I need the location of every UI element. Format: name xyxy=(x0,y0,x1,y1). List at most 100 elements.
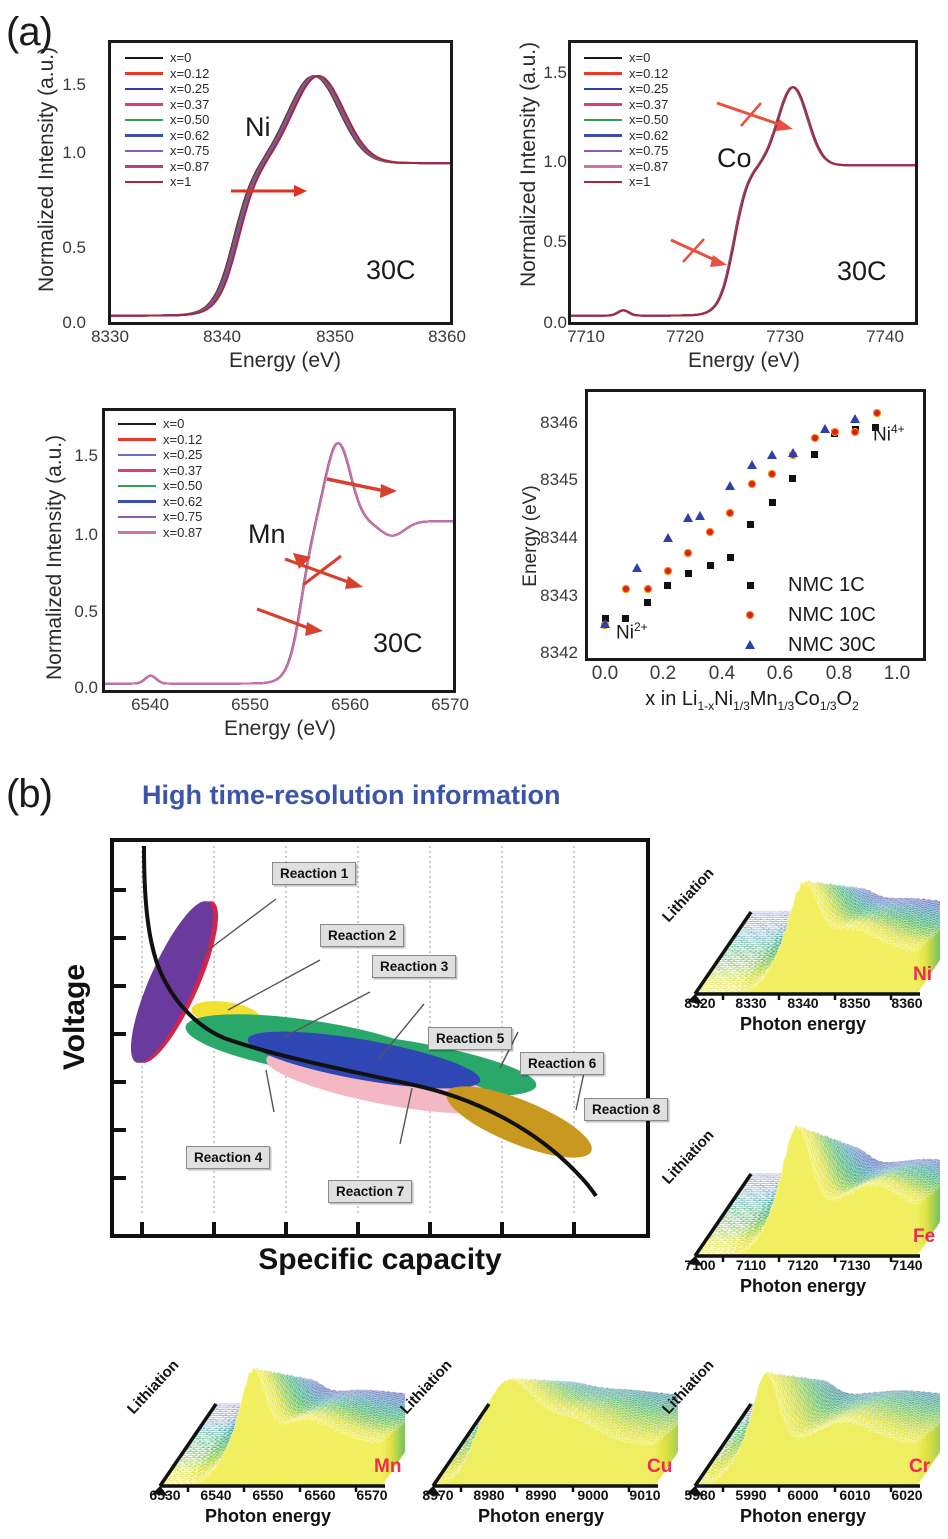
scatter-point-triangle xyxy=(632,563,643,573)
co-rate-label: 30C xyxy=(837,256,887,286)
scatter-point-square xyxy=(601,614,609,622)
co-x-axis-label: Energy (eV) xyxy=(687,349,801,372)
ni-xtick-8340: 8340 xyxy=(787,995,819,1011)
voltage-y-ticks xyxy=(114,888,126,1180)
fe-surface-x-label: Photon energy xyxy=(739,1276,866,1296)
legend-swatch xyxy=(584,165,622,168)
scatter-x-axis-label: x in Li1-xNi1/3Mn1/3Co1/3O2 xyxy=(645,688,859,713)
ni-legend: x=0 x=0.12 x=0.25 x=0.37 x=0.50 x=0.62 x=0.75 x… xyxy=(125,50,209,190)
ni2plus-annotation: Ni2+ xyxy=(616,620,648,644)
scatter-point-circle xyxy=(663,566,672,575)
co-ytick-0_0: 0.0 xyxy=(543,313,567,332)
scatter-point-circle xyxy=(706,527,715,536)
scatter-point-triangle xyxy=(662,533,673,543)
legend-swatch xyxy=(118,500,156,503)
mn-surface-axes xyxy=(152,1403,385,1496)
scatter-point-triangle xyxy=(819,424,830,434)
legend-label: x=0.25 xyxy=(170,81,210,97)
reaction-1-box[interactable]: Reaction 1 xyxy=(272,862,357,885)
ni-rate-label: 30C xyxy=(366,255,416,285)
legend-item: x=0.37 xyxy=(118,463,202,479)
ni-surface-svg xyxy=(687,879,948,1004)
surface-spectrum-line xyxy=(169,1369,392,1474)
legend-item: x=0.37 xyxy=(584,97,668,113)
legend-item: x=0.25 xyxy=(118,447,202,463)
scatter-legend-10c: NMC 10C xyxy=(788,603,876,626)
legend-item: x=0 xyxy=(118,416,202,432)
ni-element-label: Ni xyxy=(245,112,271,142)
mn-xtick-6530: 6530 xyxy=(149,1487,181,1503)
co-ytick-1_5: 1.5 xyxy=(543,63,567,82)
cr-surface-axes xyxy=(687,1403,920,1496)
surface-spectrum-line xyxy=(187,1374,410,1448)
reaction-8-box[interactable]: Reaction 8 xyxy=(584,1098,669,1121)
scatter-ytick-8344: 8344 xyxy=(540,528,578,547)
legend-label: x=0.87 xyxy=(170,158,210,174)
legend-label: x=0.62 xyxy=(629,127,669,143)
co-element-label: Co xyxy=(717,143,752,173)
reaction-6-box[interactable]: Reaction 6 xyxy=(520,1052,605,1075)
ni-surface-element-label: Ni xyxy=(913,964,932,985)
legend-item: x=0.62 xyxy=(118,494,202,510)
legend-item: x=0.62 xyxy=(584,128,668,144)
mn-plot-frame xyxy=(102,408,456,693)
reaction-2-box[interactable]: Reaction 2 xyxy=(320,924,405,947)
surface-spectrum-line xyxy=(161,1369,384,1488)
surface-spectrum-line xyxy=(711,1132,935,1234)
legend-swatch xyxy=(125,118,163,121)
scatter-point-circle xyxy=(726,508,735,517)
surface-plot-cu: Lithiation 8970 8980 8990 9000 9010 Phot… xyxy=(397,1298,712,1538)
scatter-point-triangle xyxy=(725,481,736,490)
legend-label: x=0.12 xyxy=(170,65,210,81)
surface-spectrum-line xyxy=(694,1371,918,1487)
legend-label: x=0.75 xyxy=(629,143,669,159)
surface-spectrum-line xyxy=(745,887,948,921)
cr-xtick-6020: 6020 xyxy=(891,1487,923,1503)
ni4plus-annotation: Ni4+ xyxy=(873,422,905,446)
scatter-ytick-8343: 8343 xyxy=(540,586,578,605)
legend-swatch xyxy=(118,422,156,425)
mn-x-axis-label: Energy (eV) xyxy=(223,717,337,740)
scatter-xtick-1_0: 1.0 xyxy=(883,663,911,684)
scatter-point-square xyxy=(726,554,734,562)
legend-swatch xyxy=(125,134,163,137)
surface-spectrum-line xyxy=(192,1374,415,1441)
surface-spectrum-line xyxy=(735,1140,948,1198)
scatter-point-circle xyxy=(873,408,882,417)
cr-xtick-5980: 5980 xyxy=(684,1487,716,1503)
xanes-curve xyxy=(105,441,453,685)
legend-label: x=0 xyxy=(629,50,651,66)
mn-surface-element-label: Mn xyxy=(374,1456,402,1477)
legend-swatch xyxy=(584,134,622,137)
legend-item: x=0.12 xyxy=(118,432,202,448)
scatter-point-circle xyxy=(810,434,819,443)
legend-item: x=0.50 xyxy=(125,112,209,128)
cr-surface-element-label: Cr xyxy=(909,1456,931,1477)
reaction-5-box[interactable]: Reaction 5 xyxy=(428,1027,513,1050)
reaction-7-box[interactable]: Reaction 7 xyxy=(328,1180,413,1203)
ni-ytick-1_5: 1.5 xyxy=(62,75,86,94)
ni-xtick-8350: 8350 xyxy=(316,327,354,346)
cr-xtick-6010: 6010 xyxy=(839,1487,871,1503)
ni-xtick-8340: 8340 xyxy=(203,327,241,346)
cu-xtick-9010: 9010 xyxy=(629,1487,661,1503)
cr-xtick-6000: 6000 xyxy=(787,1487,819,1503)
surface-spectrum-line xyxy=(733,1140,948,1201)
panel-b-title: High time-resolution information xyxy=(142,780,561,810)
scatter-point-square xyxy=(684,570,692,578)
mn-xtick-6550: 6550 xyxy=(252,1487,284,1503)
scatter-point-circle xyxy=(621,584,630,593)
legend-swatch xyxy=(125,72,163,75)
ni-plot-frame xyxy=(108,40,453,325)
reaction-4-box[interactable]: Reaction 4 xyxy=(186,1146,271,1169)
reaction-3-box[interactable]: Reaction 3 xyxy=(372,955,457,978)
legend-label: x=0 xyxy=(163,416,185,432)
ni-curves xyxy=(111,74,450,317)
surface-spectrum-line xyxy=(724,1136,948,1214)
scatter-legend-30c: NMC 30C xyxy=(788,633,876,656)
legend-swatch xyxy=(584,87,622,90)
co-xtick-7730: 7730 xyxy=(766,327,804,346)
cu-xtick-9000: 9000 xyxy=(577,1487,609,1503)
mn-rate-label: 30C xyxy=(373,628,423,658)
panel-a-label: (a) xyxy=(6,10,53,54)
